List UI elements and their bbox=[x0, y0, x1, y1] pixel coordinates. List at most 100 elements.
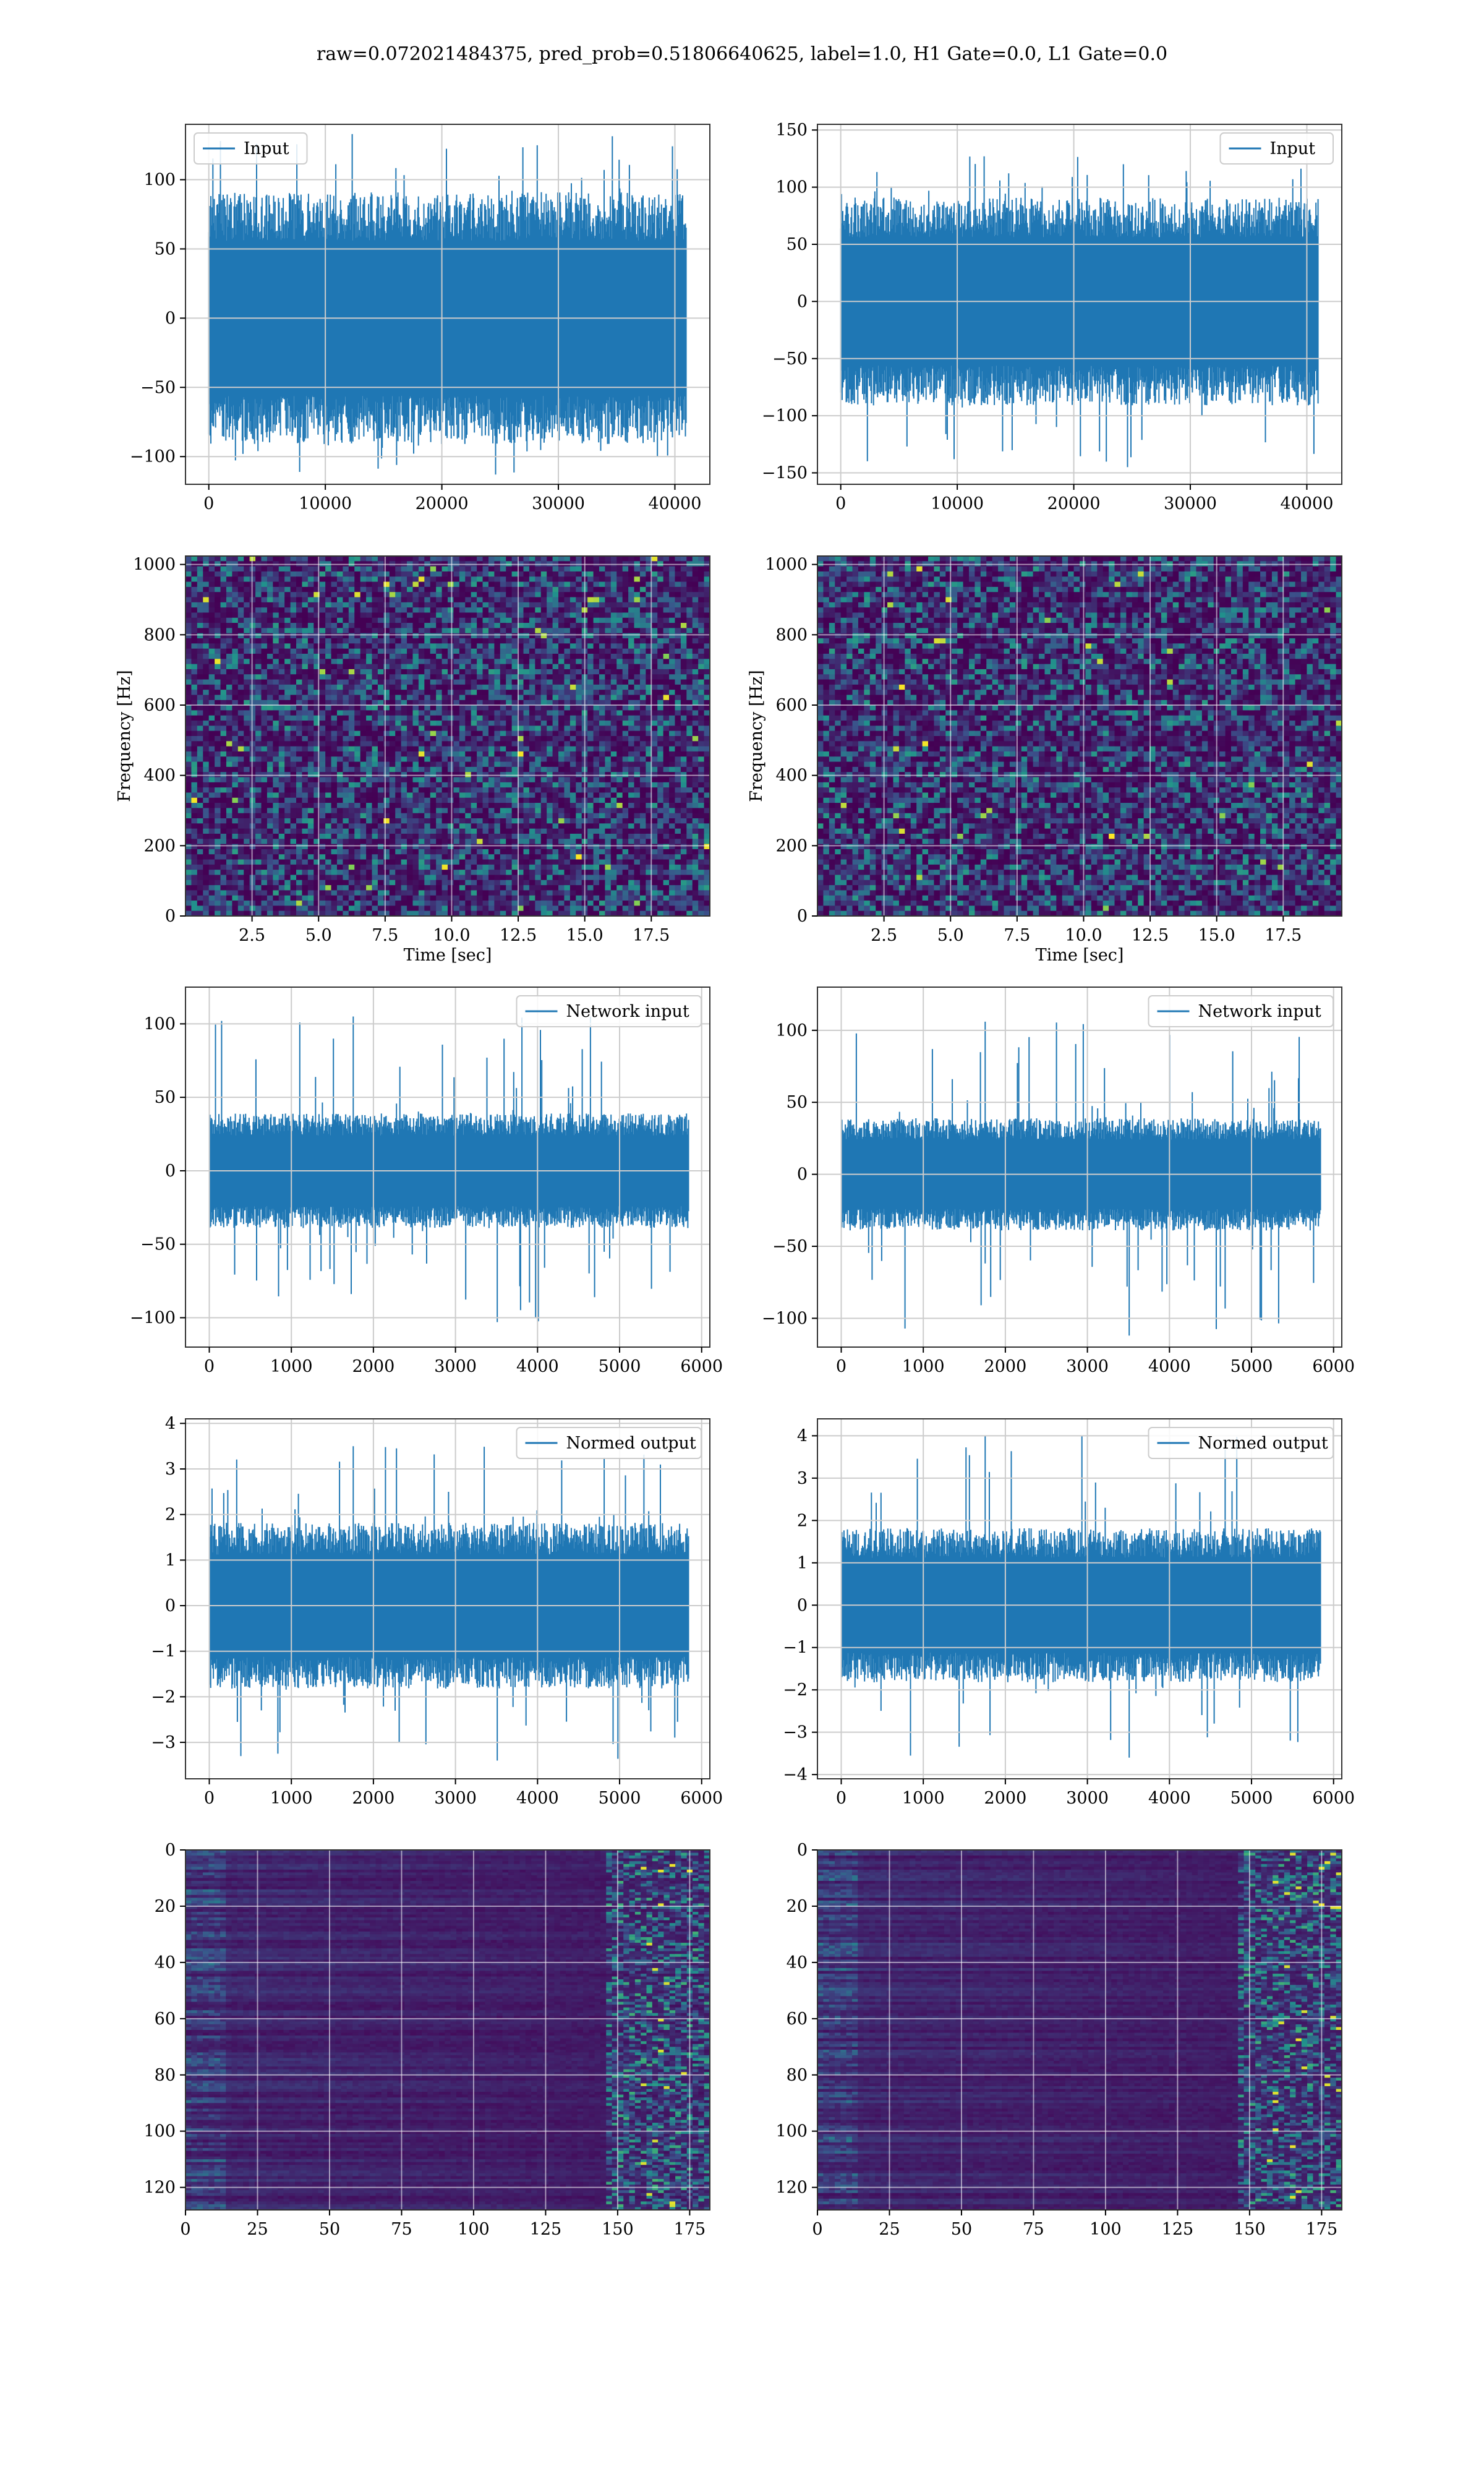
legend: Input bbox=[194, 132, 308, 165]
x-tick-label: 175 bbox=[674, 2220, 706, 2239]
axes-frame bbox=[185, 1849, 710, 2211]
x-tick-label: 40000 bbox=[649, 494, 702, 513]
spectrogram-left: 2.5 5.0 7.5 10.0 12.5 15.0 17.5 0 200 400 600 800 10… bbox=[115, 555, 710, 965]
feature-map-right: 0 25 50 75 100 125 150 175 0 20 40 60 80 100 120 bbox=[775, 1841, 1342, 2239]
y-tick-label: −3 bbox=[783, 1723, 808, 1742]
y-tick-label: 80 bbox=[155, 2066, 176, 2085]
legend-label: Network input bbox=[1198, 1002, 1321, 1021]
x-tick-label: 0 bbox=[835, 494, 846, 513]
x-tick-label: 0 bbox=[203, 494, 214, 513]
y-tick-label: −4 bbox=[783, 1765, 808, 1784]
y-tick-label: 50 bbox=[155, 239, 176, 259]
y-tick-label: −150 bbox=[762, 464, 808, 483]
series-line bbox=[840, 1021, 1321, 1336]
x-tick-label: 17.5 bbox=[1264, 926, 1302, 945]
network-input-right: 0 1000 2000 3000 4000 5000 6000 −100 −50 0 50 100 Ne… bbox=[762, 987, 1355, 1376]
x-tick-label: 10.0 bbox=[1065, 926, 1102, 945]
x-tick-label: 0 bbox=[204, 1357, 215, 1376]
x-tick-label: 10000 bbox=[931, 494, 984, 513]
legend: Network input bbox=[1148, 995, 1334, 1027]
x-tick-label: 5.0 bbox=[937, 926, 964, 945]
y-tick-label: 20 bbox=[787, 1897, 808, 1916]
axes-frame bbox=[185, 987, 710, 1348]
y-tick-label: 50 bbox=[787, 1093, 808, 1112]
x-tick-label: 3000 bbox=[1066, 1357, 1109, 1376]
x-tick-label: 2.5 bbox=[239, 926, 265, 945]
x-tick-label: 0 bbox=[204, 1789, 215, 1808]
x-tick-label: 6000 bbox=[1312, 1789, 1355, 1808]
x-tick-label: 25 bbox=[879, 2220, 900, 2239]
heatmap-cells bbox=[817, 556, 1342, 916]
x-tick-label: 2000 bbox=[352, 1357, 395, 1376]
x-axis-label: Time [sec] bbox=[1036, 946, 1124, 965]
axes-frame bbox=[817, 1849, 1342, 2211]
grid bbox=[817, 1419, 1342, 1779]
x-tick-label: 2000 bbox=[984, 1789, 1027, 1808]
x-tick-label: 15.0 bbox=[1198, 926, 1235, 945]
y-tick-label: 60 bbox=[155, 2010, 176, 2029]
x-tick-label: 7.5 bbox=[1004, 926, 1030, 945]
legend-box bbox=[1148, 1427, 1334, 1459]
x-tick-label: 4000 bbox=[1148, 1357, 1191, 1376]
grid bbox=[186, 1419, 710, 1779]
axes-frame bbox=[817, 1418, 1342, 1779]
x-tick-label: 100 bbox=[1090, 2220, 1122, 2239]
y-tick-label: −50 bbox=[140, 1235, 176, 1254]
x-tick-label: 7.5 bbox=[372, 926, 398, 945]
x-tick-label: 6000 bbox=[680, 1357, 723, 1376]
grid bbox=[185, 1849, 710, 2210]
y-tick-label: 60 bbox=[787, 2010, 808, 2029]
y-tick-label: 40 bbox=[787, 1953, 808, 1972]
y-tick-label: 0 bbox=[797, 1596, 808, 1615]
y-tick-label: 100 bbox=[143, 2122, 176, 2141]
x-tick-label: 5000 bbox=[1230, 1789, 1273, 1808]
y-tick-label: 600 bbox=[775, 696, 808, 715]
x-tick-label: 30000 bbox=[1164, 494, 1217, 513]
x-tick-label: 100 bbox=[458, 2220, 490, 2239]
x-tick-label: 4000 bbox=[516, 1789, 559, 1808]
y-tick-label: −1 bbox=[783, 1638, 808, 1658]
x-tick-label: 5000 bbox=[599, 1357, 641, 1376]
legend-box bbox=[1219, 132, 1334, 165]
network-input-left: 0 1000 2000 3000 4000 5000 6000 −100 −50 0 50 100 Ne… bbox=[130, 987, 723, 1376]
grid bbox=[817, 124, 1342, 484]
y-tick-label: 120 bbox=[143, 2178, 176, 2198]
x-tick-label: 6000 bbox=[1312, 1357, 1355, 1376]
legend: Normed output bbox=[516, 1427, 702, 1459]
y-tick-label: 400 bbox=[143, 766, 176, 785]
axes-frame bbox=[185, 555, 710, 917]
x-tick-label: 5.0 bbox=[305, 926, 332, 945]
y-tick-label: 100 bbox=[775, 178, 808, 197]
y-tick-label: 1 bbox=[797, 1554, 808, 1573]
y-tick-label: 400 bbox=[775, 766, 808, 785]
y-tick-label: 80 bbox=[787, 2066, 808, 2085]
y-tick-label: 100 bbox=[775, 2122, 808, 2141]
legend-label: Normed output bbox=[1198, 1434, 1328, 1453]
y-tick-label: 1 bbox=[165, 1551, 176, 1570]
y-tick-label: 1000 bbox=[765, 555, 808, 575]
x-tick-label: 0 bbox=[836, 1357, 846, 1376]
x-tick-label: 3000 bbox=[434, 1789, 477, 1808]
x-tick-label: 1000 bbox=[902, 1357, 945, 1376]
figure-title: raw=0.072021484375, pred_prob=0.51806640… bbox=[0, 43, 1484, 65]
y-tick-label: 3 bbox=[797, 1469, 808, 1488]
series-line bbox=[840, 1436, 1321, 1758]
y-tick-label: 2 bbox=[797, 1511, 808, 1530]
y-tick-label: 100 bbox=[143, 171, 176, 190]
y-tick-label: 3 bbox=[165, 1460, 176, 1479]
x-tick-label: 15.0 bbox=[566, 926, 603, 945]
x-tick-label: 0 bbox=[180, 2220, 190, 2239]
x-tick-label: 1000 bbox=[902, 1789, 945, 1808]
y-tick-label: 200 bbox=[143, 836, 176, 855]
x-tick-label: 17.5 bbox=[633, 926, 670, 945]
x-tick-label: 6000 bbox=[680, 1789, 723, 1808]
y-tick-label: 150 bbox=[775, 121, 808, 140]
x-tick-label: 2.5 bbox=[871, 926, 897, 945]
axes-frame bbox=[185, 124, 710, 485]
legend-label: Normed output bbox=[566, 1434, 696, 1453]
series-line bbox=[208, 134, 687, 475]
y-tick-label: −100 bbox=[762, 1309, 808, 1328]
y-axis-label: Frequency [Hz] bbox=[747, 670, 766, 802]
